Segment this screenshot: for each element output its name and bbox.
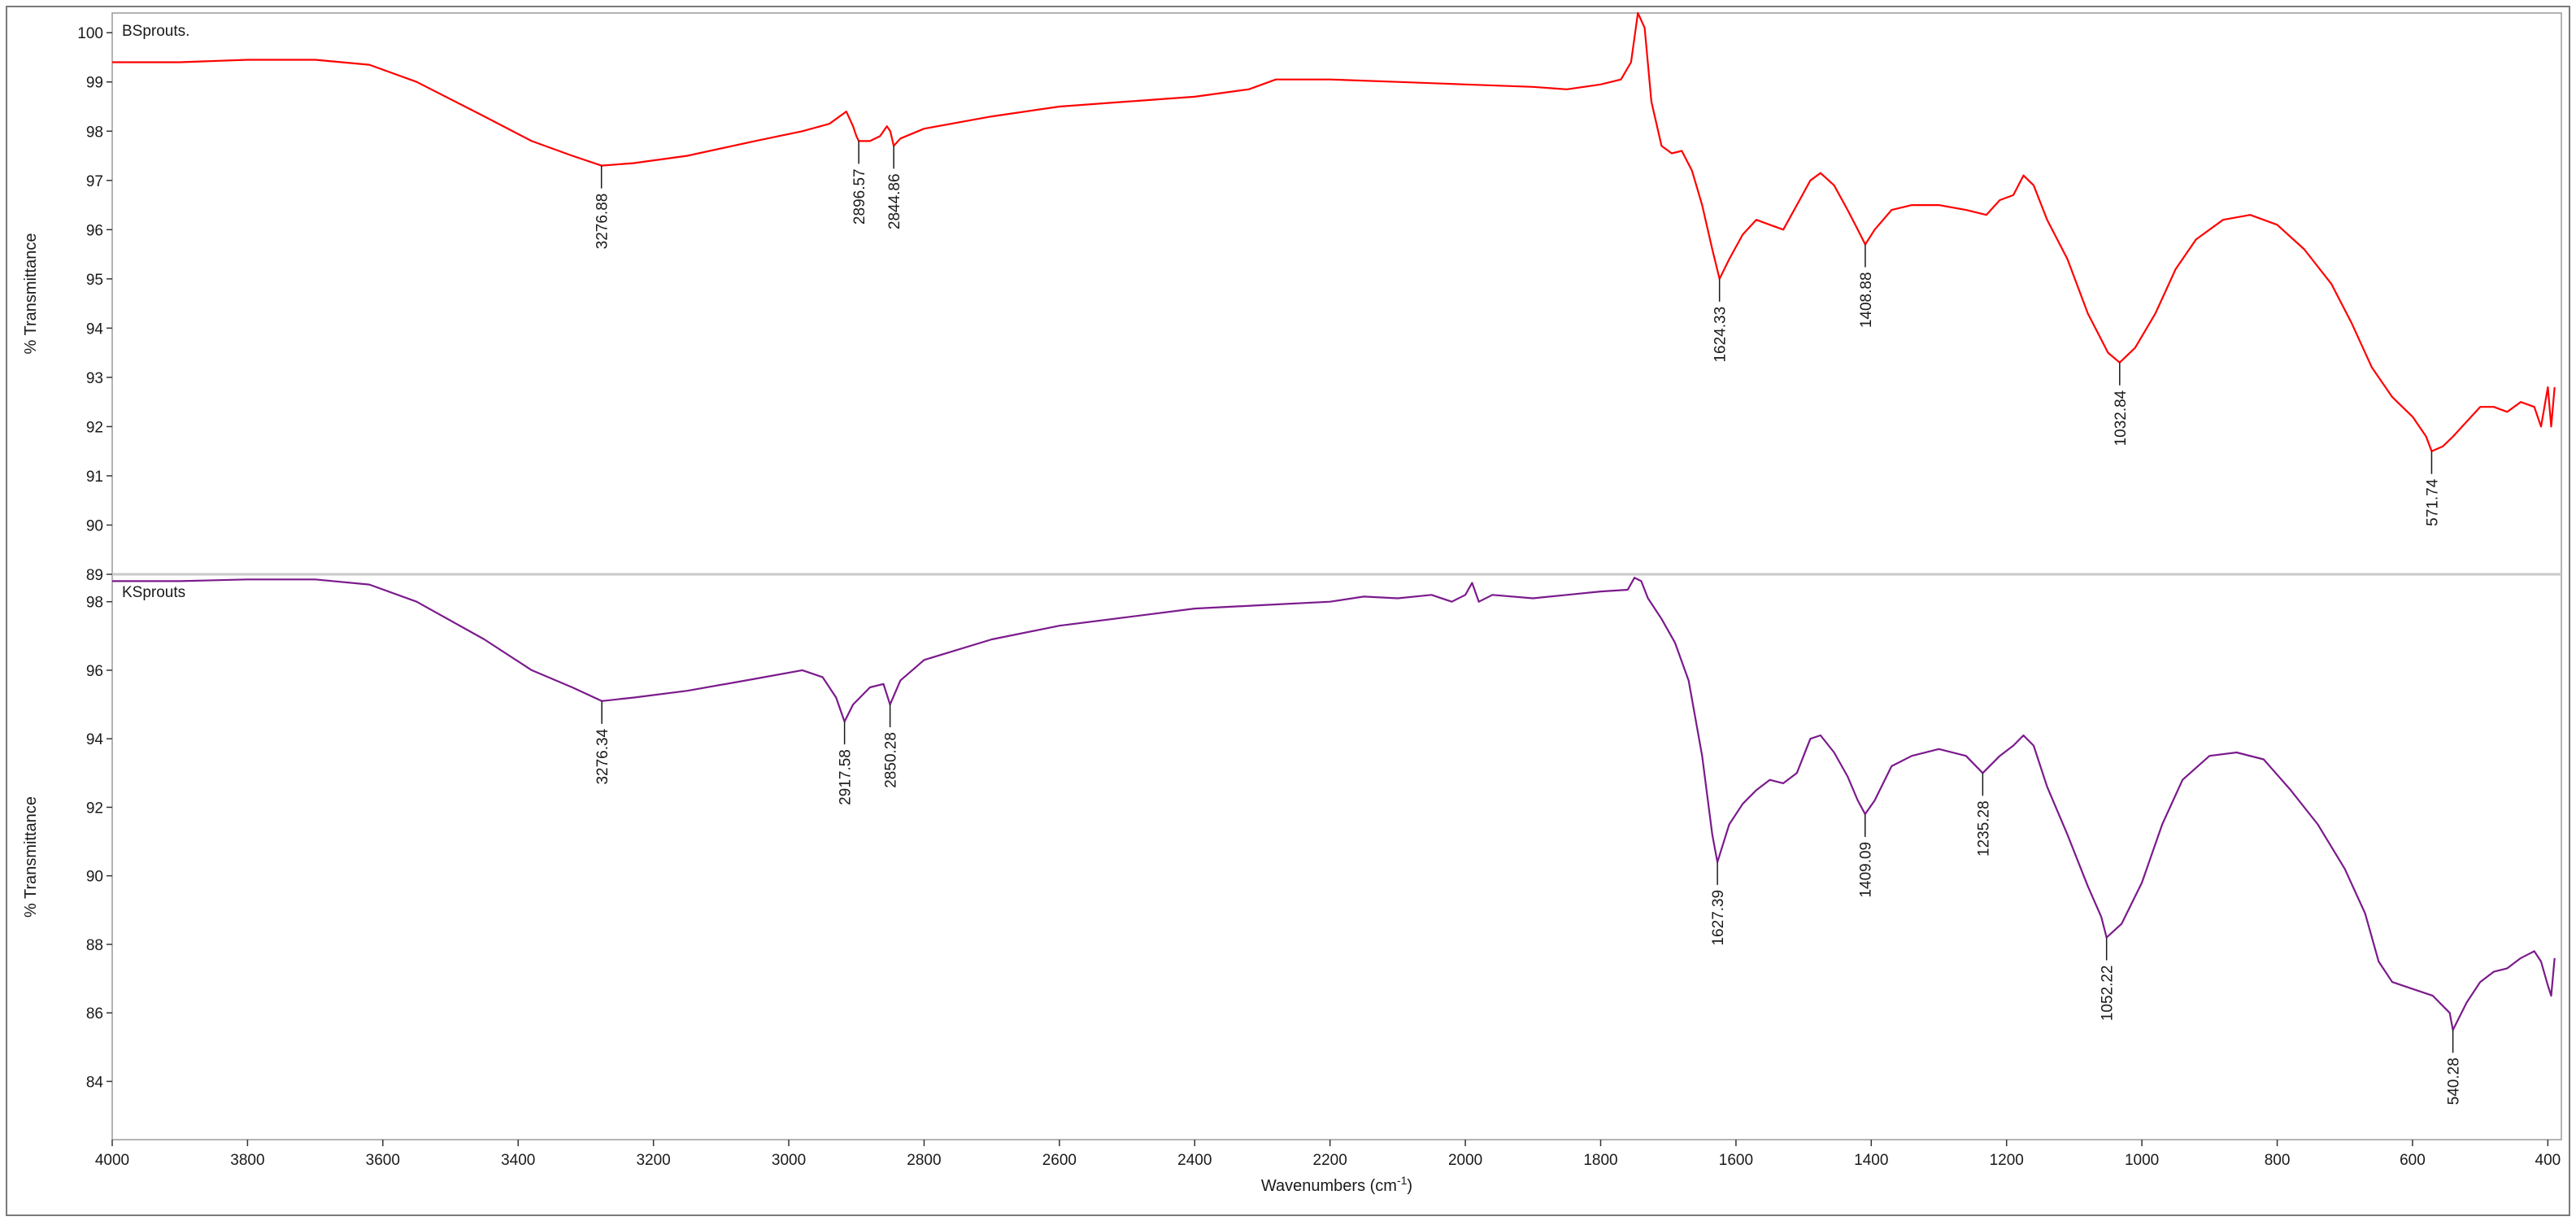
y-tick-label: 88 [86, 937, 103, 954]
peak-label: 2917.58 [838, 749, 855, 805]
spectrum-panel-1: 89 90 91 92 93 94 95 96 97 98 99 100 % Transmittance… [22, 11, 2556, 584]
outer-frame [6, 6, 2570, 1216]
y-tick-label: 91 [86, 469, 103, 486]
x-tick-label: 3200 [636, 1152, 670, 1169]
x-tick-label: 4000 [95, 1152, 129, 1169]
y-tick-label: 97 [86, 173, 103, 190]
peak-label: 1627.39 [1710, 890, 1727, 946]
x-tick-label: 800 [2265, 1152, 2291, 1169]
x-tick-label: 3600 [366, 1152, 400, 1169]
y-tick-label: 96 [86, 222, 103, 239]
peak-label: 571.74 [2424, 478, 2441, 526]
y-tick-label: 94 [86, 321, 104, 338]
peak-label: 540.28 [2446, 1057, 2463, 1105]
x-tick-label: 1800 [1583, 1152, 1617, 1169]
y-tick-label: 96 [86, 663, 103, 680]
x-tick-label: 400 [2535, 1152, 2561, 1169]
peak-label: 3276.88 [594, 194, 611, 250]
y-tick-label: 84 [86, 1074, 104, 1091]
y-axis-title: % Transmittance [22, 233, 40, 355]
x-tick-label: 3800 [230, 1152, 264, 1169]
peak-label: 2850.28 [883, 732, 900, 788]
x-tick-label: 2800 [907, 1152, 941, 1169]
y-tick-label: 92 [86, 800, 103, 817]
y-tick-label: 90 [86, 517, 103, 534]
x-tick-label: 600 [2400, 1152, 2426, 1169]
x-tick-label: 3400 [501, 1152, 535, 1169]
y-tick-label: 92 [86, 419, 103, 436]
x-tick-label: 3000 [772, 1152, 806, 1169]
x-tick-label: 2200 [1313, 1152, 1347, 1169]
peak-label: 1032.84 [2113, 390, 2130, 446]
y-tick-label: 95 [86, 272, 103, 289]
peak-label: 2844.86 [886, 173, 903, 229]
y-tick-label: 99 [86, 75, 103, 92]
y-tick-label: 90 [86, 869, 103, 886]
spectrum-line [112, 11, 2556, 452]
spectrum-line [112, 577, 2556, 1031]
y-tick-label: 94 [86, 731, 104, 748]
y-tick-label: 93 [86, 370, 103, 387]
peak-label: 1408.88 [1858, 272, 1875, 328]
y-tick-label: 89 [86, 567, 103, 584]
spectrum-name-label: BSprouts. [122, 23, 189, 40]
peak-label: 1235.28 [1975, 800, 1992, 857]
x-axis-title-superscript: -1 [1397, 1174, 1408, 1187]
x-tick-label: 1600 [1719, 1152, 1753, 1169]
peak-label: 3276.34 [594, 728, 611, 784]
x-tick-label: 1400 [1854, 1152, 1888, 1169]
y-tick-label: 86 [86, 1005, 103, 1023]
x-tick-label: 2000 [1448, 1152, 1482, 1169]
x-tick-label: 2400 [1177, 1152, 1212, 1169]
spectrum-panel-2: 84 86 88 90 92 94 96 98 % Transmittance KSprouts 3… [22, 577, 2556, 1105]
y-axis-title: % Transmittance [22, 796, 40, 918]
peak-label: 1624.33 [1712, 307, 1730, 363]
plot-area-border [111, 12, 2562, 1140]
y-tick-label: 98 [86, 124, 103, 141]
y-tick-label: 98 [86, 595, 103, 612]
peak-label: 1409.09 [1858, 842, 1875, 898]
x-axis: 4000 3800 3600 3400 3200 3000 2800 2600 2400 2200… [95, 1140, 2561, 1169]
x-axis-title: Wavenumbers (cm-1) [1261, 1174, 1412, 1195]
x-tick-label: 2600 [1042, 1152, 1077, 1169]
y-tick-label: 100 [77, 25, 103, 42]
spectrum-name-label: KSprouts [122, 584, 185, 601]
peak-label: 2896.57 [851, 168, 868, 225]
x-axis-title-end: ) [1407, 1177, 1412, 1195]
x-tick-label: 1200 [1990, 1152, 2024, 1169]
x-tick-label: 1000 [2125, 1152, 2159, 1169]
peak-label: 1052.22 [2100, 965, 2117, 1021]
